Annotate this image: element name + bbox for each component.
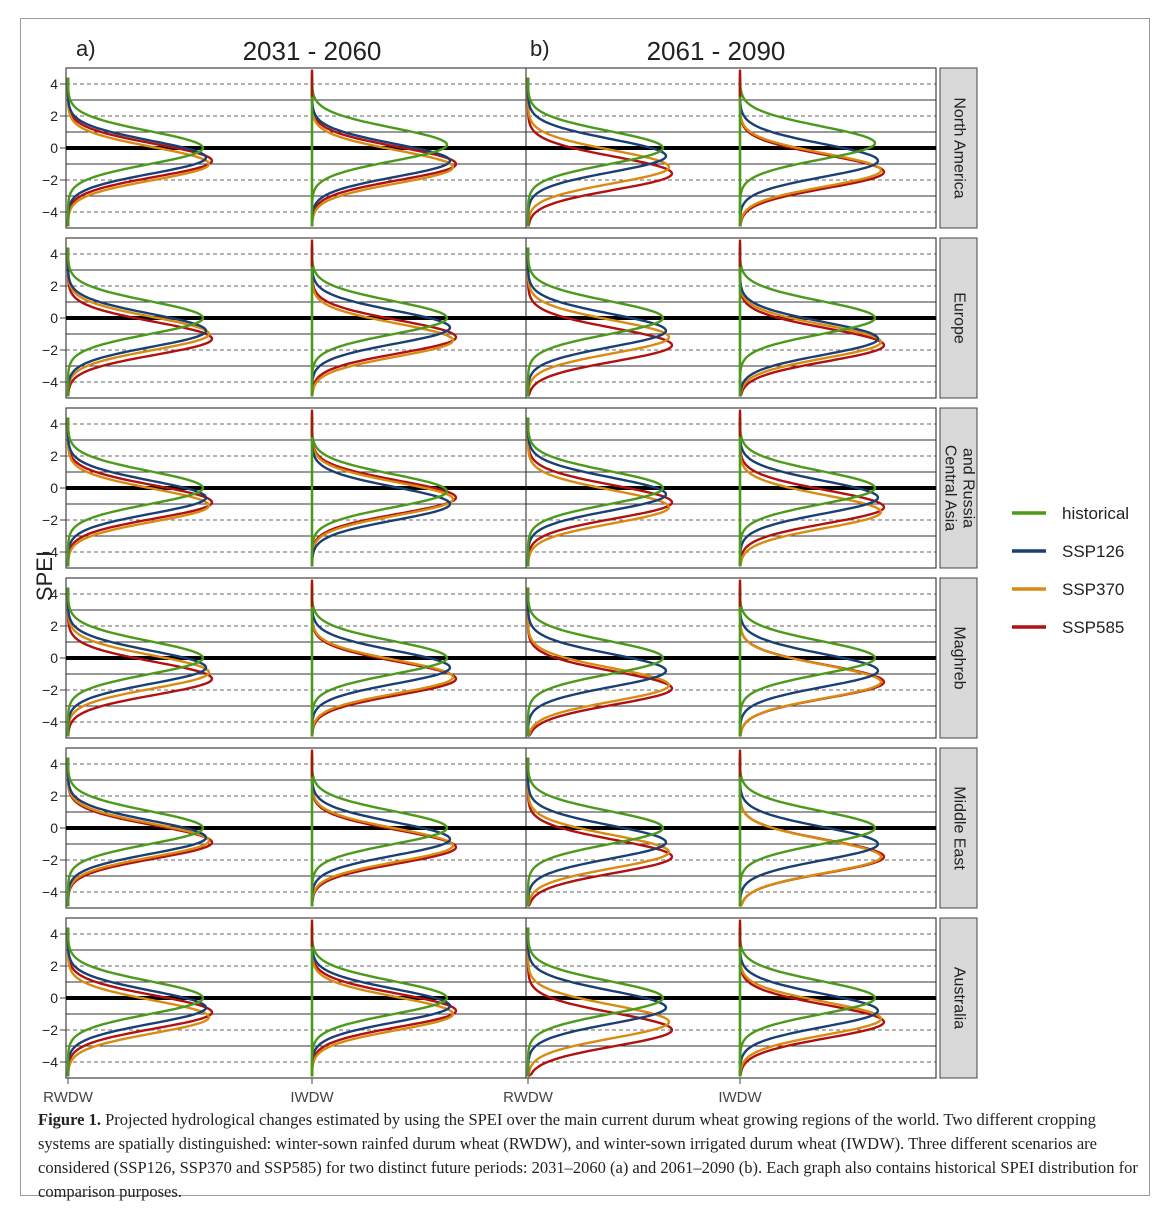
y-tick-label: −2 [42, 172, 58, 188]
y-tick-label: −4 [42, 1054, 58, 1070]
density-historical [526, 587, 665, 737]
facet-strip-label: Australia [950, 967, 967, 1029]
y-tick-label: 0 [50, 310, 58, 326]
density-SSP370 [526, 417, 671, 567]
density-historical [66, 757, 205, 907]
y-tick-label: 0 [50, 820, 58, 836]
region-row: −4 −2 0 2 4 Central Asia and Russia [42, 407, 978, 569]
x-tick-label: IWDW [718, 1089, 762, 1106]
density-historical [66, 417, 205, 567]
y-tick-label: 2 [50, 618, 58, 634]
legend-label: SSP126 [1062, 542, 1124, 561]
facet-strip-label: and Russia [959, 448, 976, 528]
panel-tag-b: b) [530, 36, 550, 61]
density-historical [66, 927, 205, 1077]
y-tick-label: 4 [50, 586, 58, 602]
y-tick-label: −2 [42, 1022, 58, 1038]
facet-strip-label: Maghreb [950, 626, 967, 689]
y-tick-label: 4 [50, 926, 58, 942]
y-tick-label: 4 [50, 416, 58, 432]
y-tick-label: −4 [42, 374, 58, 390]
density-historical [526, 247, 665, 397]
density-SSP126 [526, 757, 668, 907]
density-historical [526, 927, 665, 1077]
y-tick-label: −4 [42, 714, 58, 730]
density-historical [66, 247, 205, 397]
y-tick-label: −4 [42, 544, 58, 560]
y-tick-label: −2 [42, 512, 58, 528]
x-tick-label: IWDW [290, 1089, 334, 1106]
y-tick-label: −2 [42, 682, 58, 698]
x-tick-label: RWDW [503, 1089, 554, 1106]
density-SSP126 [526, 417, 668, 567]
facet-strip [939, 67, 978, 229]
facet-strip [939, 237, 978, 399]
legend-label: SSP370 [1062, 580, 1124, 599]
facet-strip-label: Central Asia [941, 445, 958, 531]
facet-strip-label: North America [950, 97, 967, 198]
facet-strip-label: Middle East [950, 786, 967, 870]
y-tick-label: 2 [50, 448, 58, 464]
y-tick-label: 0 [50, 480, 58, 496]
y-tick-label: −2 [42, 852, 58, 868]
density-historical [526, 77, 665, 227]
region-row: −4 −2 0 2 4 Australia [42, 917, 978, 1079]
panel-tag-a: a) [76, 36, 96, 61]
y-tick-label: 0 [50, 650, 58, 666]
y-tick-label: 0 [50, 990, 58, 1006]
y-tick-label: −4 [42, 204, 58, 220]
facet-strip [939, 577, 978, 739]
y-tick-label: 2 [50, 958, 58, 974]
y-tick-label: 4 [50, 246, 58, 262]
y-tick-label: 2 [50, 108, 58, 124]
panel-title-b: 2061 - 2090 [647, 36, 786, 66]
density-historical [526, 757, 665, 907]
density-historical [66, 587, 205, 737]
density-SSP126 [526, 587, 668, 737]
density-historical [66, 77, 205, 227]
region-row: −4 −2 0 2 4 Europe [42, 237, 978, 399]
region-row: −4 −2 0 2 4 Middle East [42, 747, 978, 909]
panel-title-a: 2031 - 2060 [243, 36, 382, 66]
facet-strip [939, 747, 978, 909]
density-SSP126 [526, 77, 668, 227]
y-tick-label: 4 [50, 756, 58, 772]
density-historical [526, 417, 665, 567]
region-row: −4 −2 0 2 4 Maghreb [42, 577, 978, 739]
facet-strip [939, 407, 978, 569]
y-tick-label: 0 [50, 140, 58, 156]
density-SSP126 [526, 247, 668, 397]
legend-label: SSP585 [1062, 618, 1124, 637]
caption-label: Figure 1. [38, 1110, 101, 1129]
y-tick-label: −4 [42, 884, 58, 900]
y-axis-label: SPEI [32, 551, 57, 601]
region-row: −4 −2 0 2 4 North America [42, 67, 978, 229]
y-tick-label: −2 [42, 342, 58, 358]
y-tick-label: 2 [50, 788, 58, 804]
x-tick-label: RWDW [43, 1089, 94, 1106]
caption-text: Projected hydrological changes estimated… [38, 1110, 1138, 1201]
facet-strip [939, 917, 978, 1079]
legend-label: historical [1062, 504, 1129, 523]
y-tick-label: 4 [50, 76, 58, 92]
y-tick-label: 2 [50, 278, 58, 294]
figure-caption: Figure 1. Projected hydrological changes… [38, 1108, 1138, 1204]
density-SSP126 [66, 247, 208, 397]
facet-strip-label: Europe [950, 292, 967, 344]
